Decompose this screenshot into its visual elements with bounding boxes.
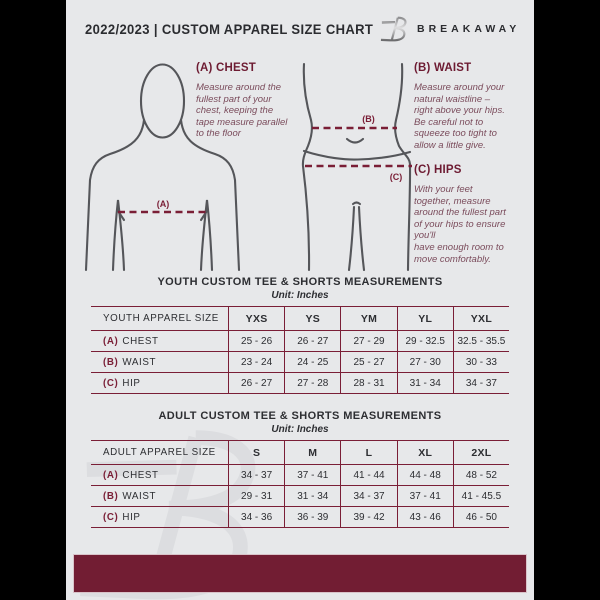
table-cell: 34 - 36 xyxy=(228,507,284,527)
table-cell: 30 - 33 xyxy=(452,352,509,372)
row-name: HIP xyxy=(122,377,141,389)
column-header: YM xyxy=(340,307,396,330)
adult-table-title: ADULT CUSTOM TEE & SHORTS MEASUREMENTS xyxy=(158,410,442,422)
youth-size-table: YOUTH APPAREL SIZE YXS YS YM YL YXL (A) C… xyxy=(91,306,509,394)
row-label: (B) WAIST xyxy=(91,352,228,372)
row-name: CHEST xyxy=(122,469,159,481)
table-cell: 44 - 48 xyxy=(396,465,453,485)
column-header: XL xyxy=(396,441,453,464)
column-header: ADULT APPAREL SIZE xyxy=(103,447,216,458)
table-cell: 26 - 27 xyxy=(284,331,340,351)
table-cell: 31 - 34 xyxy=(396,373,453,393)
table-cell: 39 - 42 xyxy=(340,507,396,527)
table-cell: 46 - 50 xyxy=(452,507,509,527)
youth-table-unit: Unit: Inches xyxy=(271,290,329,301)
figure-waist-label: (B) xyxy=(362,114,375,124)
row-name: HIP xyxy=(122,511,141,523)
hips-guide-text: With your feet together, measure around … xyxy=(414,184,506,265)
adult-table-header-row: ADULT APPAREL SIZE S M L XL 2XL xyxy=(91,441,509,465)
table-cell: 41 - 45.5 xyxy=(452,486,509,506)
table-cell: 41 - 44 xyxy=(340,465,396,485)
waist-guide: (B) WAIST Measure around your natural wa… xyxy=(414,62,520,152)
youth-table-title: YOUTH CUSTOM TEE & SHORTS MEASUREMENTS xyxy=(157,276,443,288)
row-key: (B) xyxy=(103,490,119,502)
table-row-hip: (C) HIP 26 - 27 27 - 28 28 - 31 31 - 34 3… xyxy=(91,373,509,394)
column-header: YOUTH APPAREL SIZE xyxy=(103,313,219,324)
hips-guide-heading: (C) HIPS xyxy=(414,164,462,176)
column-header: S xyxy=(228,441,284,464)
row-name: WAIST xyxy=(122,490,157,502)
row-key: (A) xyxy=(103,335,119,347)
table-cell: 31 - 34 xyxy=(284,486,340,506)
row-key: (A) xyxy=(103,469,119,481)
upper-body-figure: (A) xyxy=(84,63,241,272)
table-row-waist: (B) WAIST 23 - 24 24 - 25 25 - 27 27 - 30… xyxy=(91,352,509,373)
waist-guide-heading: (B) WAIST xyxy=(414,62,472,74)
row-key: (C) xyxy=(103,377,119,389)
table-cell: 29 - 31 xyxy=(228,486,284,506)
table-cell: 34 - 37 xyxy=(452,373,509,393)
table-cell: 25 - 27 xyxy=(340,352,396,372)
table-cell: 37 - 41 xyxy=(284,465,340,485)
table-cell: 37 - 41 xyxy=(396,486,453,506)
brand-lockup: BREAKAWAY xyxy=(380,14,520,44)
breakaway-b-logo-icon xyxy=(380,16,407,42)
column-header: YS xyxy=(284,307,340,330)
brand-name: BREAKAWAY xyxy=(417,23,521,35)
table-cell: 29 - 32.5 xyxy=(396,331,453,351)
table-cell: 32.5 - 35.5 xyxy=(452,331,509,351)
chest-guide-text: Measure around the fullest part of your … xyxy=(196,82,288,140)
hips-guide: (C) HIPS With your feet together, measur… xyxy=(414,164,520,265)
page-title: 2022/2023 | CUSTOM APPAREL SIZE CHART xyxy=(85,21,374,37)
waist-guide-text: Measure around your natural waistline – … xyxy=(414,82,505,151)
row-label: (C) HIP xyxy=(91,373,228,393)
table-cell: 43 - 46 xyxy=(396,507,453,527)
table-cell: 24 - 25 xyxy=(284,352,340,372)
row-label: (A) CHEST xyxy=(91,465,228,485)
column-header: M xyxy=(284,441,340,464)
table-cell: 25 - 26 xyxy=(228,331,284,351)
row-label: (A) CHEST xyxy=(91,331,228,351)
column-header: YXL xyxy=(452,307,509,330)
figure-hips-label: (C) xyxy=(390,172,403,182)
row-key: (C) xyxy=(103,511,119,523)
table-cell: 34 - 37 xyxy=(228,465,284,485)
table-cell: 27 - 29 xyxy=(340,331,396,351)
row-key: (B) xyxy=(103,356,119,368)
row-name: WAIST xyxy=(122,356,157,368)
row-label: (C) HIP xyxy=(91,507,228,527)
adult-size-table: ADULT APPAREL SIZE S M L XL 2XL (A) CHEST… xyxy=(91,440,509,528)
table-row-chest: (A) CHEST 25 - 26 26 - 27 27 - 29 29 - 32… xyxy=(91,331,509,352)
column-header: 2XL xyxy=(452,441,509,464)
column-header: YL xyxy=(396,307,453,330)
chest-guide-heading: (A) CHEST xyxy=(196,62,256,74)
table-row-hip: (C) HIP 34 - 36 36 - 39 39 - 42 43 - 46 4… xyxy=(91,507,509,528)
chest-guide: (A) CHEST Measure around the fullest par… xyxy=(196,62,292,140)
footer-accent-bar xyxy=(73,554,527,593)
table-cell: 27 - 30 xyxy=(396,352,453,372)
size-chart-flyer: 2022/2023 | CUSTOM APPAREL SIZE CHART BR… xyxy=(66,0,534,600)
table-cell: 28 - 31 xyxy=(340,373,396,393)
figure-chest-label: (A) xyxy=(157,199,170,209)
table-cell: 48 - 52 xyxy=(452,465,509,485)
column-header: YXS xyxy=(228,307,284,330)
row-name: CHEST xyxy=(122,335,159,347)
table-cell: 23 - 24 xyxy=(228,352,284,372)
adult-table-unit: Unit: Inches xyxy=(271,424,329,435)
row-label: (B) WAIST xyxy=(91,486,228,506)
youth-table-header-row: YOUTH APPAREL SIZE YXS YS YM YL YXL xyxy=(91,307,509,331)
table-cell: 36 - 39 xyxy=(284,507,340,527)
column-header: L xyxy=(340,441,396,464)
table-cell: 27 - 28 xyxy=(284,373,340,393)
table-row-chest: (A) CHEST 34 - 37 37 - 41 41 - 44 44 - 48… xyxy=(91,465,509,486)
lower-body-figure: (B) (C) xyxy=(301,62,412,272)
table-cell: 26 - 27 xyxy=(228,373,284,393)
table-row-waist: (B) WAIST 29 - 31 31 - 34 34 - 37 37 - 41… xyxy=(91,486,509,507)
table-cell: 34 - 37 xyxy=(340,486,396,506)
